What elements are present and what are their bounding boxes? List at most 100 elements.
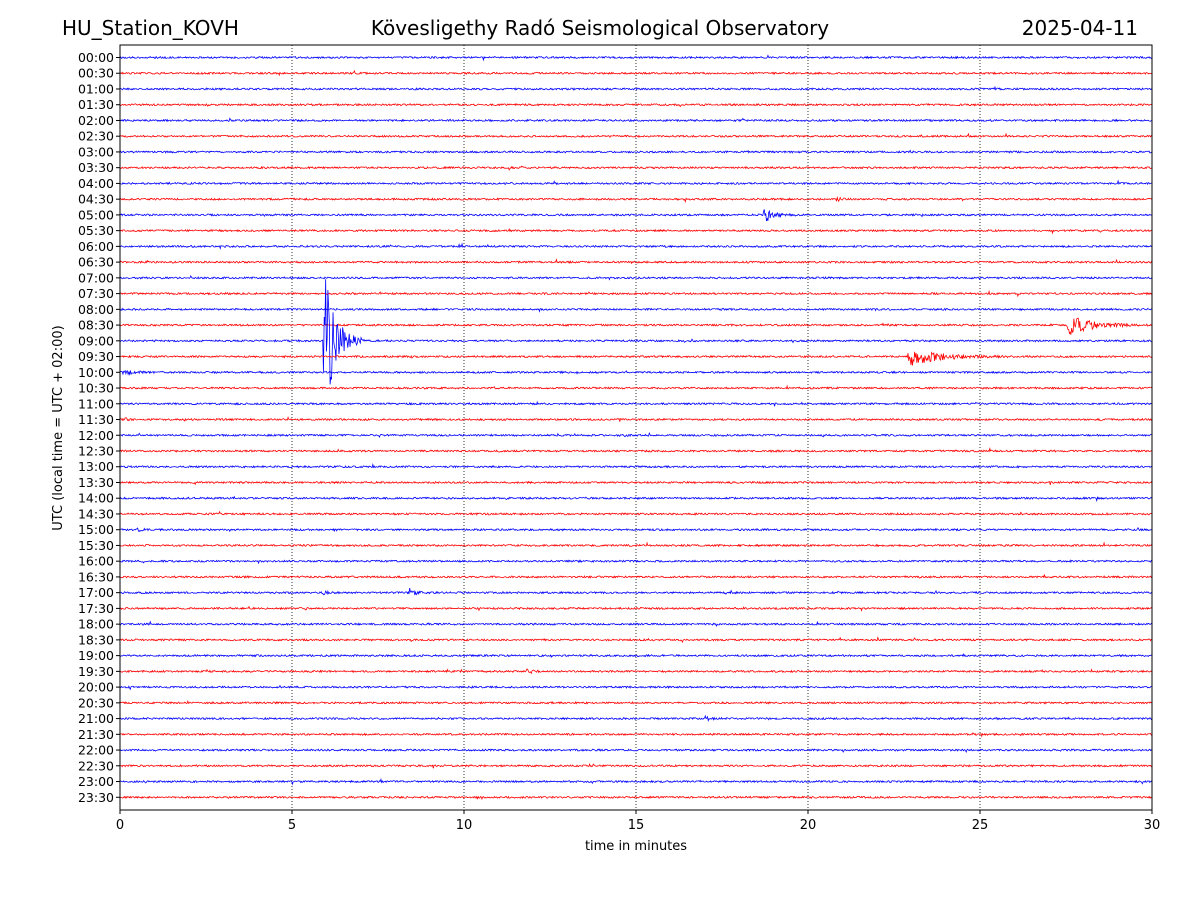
trace-1700 (119, 588, 1153, 596)
y-tick-label: 17:30 (78, 601, 114, 616)
y-tick-label: 04:30 (78, 192, 114, 207)
y-tick-label: 19:00 (78, 648, 114, 663)
trace-1900 (119, 653, 1153, 659)
trace-1600 (119, 559, 1153, 565)
trace-0630 (119, 258, 1153, 265)
y-tick-label: 20:00 (78, 680, 114, 695)
y-tick-label: 14:30 (78, 506, 114, 521)
trace-1830 (119, 636, 1153, 644)
x-tick-label: 20 (800, 818, 817, 833)
x-tick-label: 30 (1144, 818, 1161, 833)
trace-1230 (119, 447, 1153, 453)
x-tick-label: 0 (116, 818, 124, 833)
y-tick-label: 06:00 (78, 239, 114, 254)
y-tick-label: 03:00 (78, 144, 114, 159)
y-tick-label: 10:00 (78, 365, 114, 380)
y-tick-label: 00:30 (78, 66, 114, 81)
trace-1730 (119, 605, 1153, 612)
y-tick-label: 12:30 (78, 444, 114, 459)
y-tick-label: 07:30 (78, 286, 114, 301)
y-tick-label: 18:00 (78, 617, 114, 632)
x-tick-label: 15 (628, 818, 645, 833)
trace-0400 (119, 179, 1153, 186)
y-tick-label: 13:30 (78, 475, 114, 490)
y-tick-label: 19:30 (78, 664, 114, 679)
trace-0300 (119, 149, 1153, 154)
y-tick-label: 01:30 (78, 97, 114, 112)
y-tick-label: 23:30 (78, 790, 114, 805)
trace-0100 (119, 85, 1153, 91)
trace-2030 (119, 700, 1153, 705)
trace-1030 (119, 384, 1153, 390)
trace-1300 (119, 463, 1153, 469)
x-tick-label: 5 (288, 818, 296, 833)
trace-1000 (119, 369, 1153, 376)
trace-0500 (119, 209, 1153, 222)
trace-1630 (119, 574, 1153, 579)
trace-2300 (119, 778, 1153, 786)
y-tick-label: 05:30 (78, 223, 114, 238)
trace-0930 (119, 351, 1153, 366)
trace-1930 (119, 668, 1153, 675)
y-tick-label: 02:00 (78, 113, 114, 128)
y-tick-label: 02:30 (78, 129, 114, 144)
y-tick-label: 15:00 (78, 522, 114, 537)
y-tick-label: 18:30 (78, 632, 114, 647)
trace-0200 (119, 117, 1153, 123)
y-tick-label: 23:00 (78, 774, 114, 789)
x-axis-label: time in minutes (585, 839, 687, 854)
y-tick-label: 03:30 (78, 160, 114, 175)
y-axis-label: UTC (local time = UTC + 02:00) (51, 325, 66, 530)
date-label: 2025-04-11 (1021, 16, 1138, 40)
trace-2100 (119, 714, 1153, 722)
trace-0130 (119, 102, 1153, 108)
trace-2330 (119, 795, 1153, 801)
y-tick-label: 11:00 (78, 396, 114, 411)
trace-2200 (119, 748, 1153, 753)
trace-0730 (119, 289, 1153, 298)
y-tick-label: 08:30 (78, 318, 114, 333)
y-tick-label: 08:00 (78, 302, 114, 317)
y-tick-label: 04:00 (78, 176, 114, 191)
trace-2130 (119, 732, 1153, 738)
trace-0330 (119, 165, 1152, 171)
y-tick-label: 16:00 (78, 554, 114, 569)
y-tick-label: 16:30 (78, 569, 114, 584)
trace-1200 (119, 432, 1153, 439)
y-tick-label: 15:30 (78, 538, 114, 553)
trace-1100 (119, 400, 1153, 407)
trace-1530 (119, 541, 1153, 548)
y-tick-label: 07:00 (78, 270, 114, 285)
seismic-traces (119, 54, 1153, 801)
y-tick-label: 09:00 (78, 333, 114, 348)
y-tick-label: 22:30 (78, 758, 114, 773)
y-tick-label: 06:30 (78, 255, 114, 270)
x-axis: 0 5 10 15 20 25 30 (116, 810, 1160, 833)
trace-1800 (119, 620, 1153, 628)
y-tick-label: 21:30 (78, 727, 114, 742)
trace-0800 (119, 307, 1153, 313)
trace-1400 (119, 495, 1153, 503)
trace-1330 (119, 480, 1153, 486)
y-tick-label: 12:00 (78, 428, 114, 443)
trace-2230 (119, 762, 1153, 769)
trace-0700 (119, 274, 1153, 281)
trace-2000 (119, 684, 1153, 691)
x-tick-label: 10 (456, 818, 473, 833)
y-tick-label: 10:30 (78, 381, 114, 396)
y-tick-label: 11:30 (78, 412, 114, 427)
trace-1130 (119, 416, 1153, 422)
y-axis: 00:0000:3001:0001:3002:0002:3003:0003:30… (78, 50, 120, 805)
trace-0230 (119, 132, 1153, 139)
trace-0600 (119, 242, 1153, 250)
y-tick-label: 05:00 (78, 207, 114, 222)
x-tick-label: 25 (972, 818, 989, 833)
trace-0830 (119, 317, 1153, 335)
y-tick-label: 22:00 (78, 743, 114, 758)
y-tick-label: 17:00 (78, 585, 114, 600)
trace-1500 (119, 526, 1153, 533)
grid-lines (291, 45, 981, 810)
trace-0430 (119, 195, 1153, 204)
chart-title: Kövesligethy Radó Seismological Observat… (370, 16, 830, 40)
